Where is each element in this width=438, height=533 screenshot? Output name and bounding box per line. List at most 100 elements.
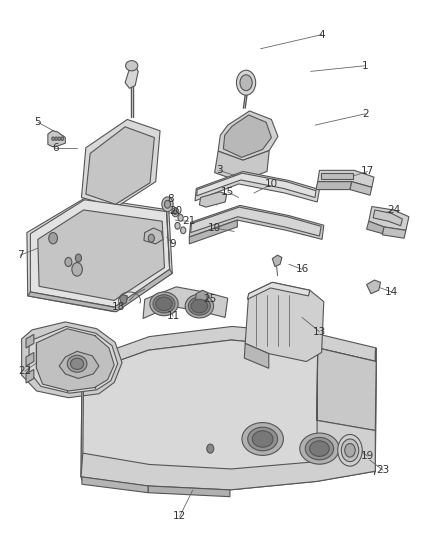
Polygon shape [28, 269, 172, 312]
Polygon shape [59, 351, 99, 378]
Polygon shape [247, 282, 310, 300]
Circle shape [65, 257, 72, 266]
Polygon shape [316, 182, 352, 190]
Polygon shape [81, 119, 160, 207]
Polygon shape [244, 343, 269, 368]
Circle shape [180, 227, 186, 233]
Text: 1: 1 [362, 61, 369, 71]
Circle shape [172, 208, 179, 217]
Text: 10: 10 [265, 180, 278, 190]
Text: 17: 17 [361, 166, 374, 176]
Polygon shape [143, 287, 228, 319]
Polygon shape [195, 172, 319, 202]
Polygon shape [38, 210, 164, 301]
Ellipse shape [150, 292, 178, 316]
Polygon shape [81, 348, 375, 490]
Circle shape [148, 235, 154, 242]
Polygon shape [317, 348, 376, 431]
Polygon shape [26, 369, 34, 383]
Ellipse shape [126, 61, 138, 71]
Polygon shape [26, 334, 34, 348]
Text: 18: 18 [112, 302, 125, 312]
Polygon shape [189, 205, 324, 239]
Polygon shape [48, 131, 65, 147]
Ellipse shape [185, 294, 214, 318]
Circle shape [164, 200, 170, 208]
Text: 15: 15 [221, 187, 234, 197]
Circle shape [178, 214, 183, 221]
Text: 10: 10 [208, 223, 221, 233]
Polygon shape [195, 290, 208, 303]
Polygon shape [36, 329, 114, 391]
Text: 14: 14 [385, 287, 398, 297]
Polygon shape [318, 171, 374, 187]
Polygon shape [27, 198, 172, 312]
Polygon shape [30, 200, 170, 307]
Polygon shape [382, 227, 406, 238]
Circle shape [75, 254, 81, 262]
Ellipse shape [71, 358, 84, 369]
Circle shape [72, 263, 82, 276]
Polygon shape [86, 127, 154, 204]
Polygon shape [81, 340, 376, 490]
Circle shape [240, 75, 252, 91]
Circle shape [341, 439, 359, 462]
Polygon shape [350, 182, 372, 195]
Polygon shape [26, 352, 34, 366]
Text: 2: 2 [362, 109, 369, 119]
Polygon shape [218, 111, 278, 160]
Polygon shape [215, 150, 269, 182]
Polygon shape [148, 486, 230, 497]
Circle shape [58, 137, 60, 140]
Text: 3: 3 [215, 165, 223, 175]
Polygon shape [144, 228, 163, 244]
Ellipse shape [242, 423, 283, 455]
Circle shape [162, 197, 173, 212]
Text: 21: 21 [182, 216, 195, 226]
Polygon shape [197, 173, 316, 198]
Polygon shape [82, 326, 376, 374]
Circle shape [237, 70, 256, 95]
Polygon shape [191, 207, 321, 236]
Ellipse shape [300, 433, 339, 464]
Text: 5: 5 [35, 117, 41, 127]
Text: 23: 23 [376, 465, 389, 475]
Ellipse shape [67, 356, 87, 372]
Polygon shape [245, 282, 324, 361]
Text: 12: 12 [173, 512, 186, 521]
Text: 24: 24 [387, 205, 400, 215]
Text: 11: 11 [166, 311, 180, 321]
Text: 19: 19 [361, 451, 374, 461]
Ellipse shape [191, 300, 208, 313]
Polygon shape [367, 280, 381, 294]
Circle shape [61, 137, 64, 140]
Circle shape [338, 434, 362, 466]
Text: 16: 16 [295, 264, 309, 274]
Ellipse shape [188, 297, 210, 315]
Polygon shape [272, 255, 282, 266]
Circle shape [52, 137, 54, 140]
Circle shape [345, 443, 355, 457]
Polygon shape [321, 173, 353, 180]
Polygon shape [189, 220, 237, 244]
Text: 7: 7 [17, 250, 24, 260]
Polygon shape [125, 66, 138, 88]
Circle shape [207, 444, 214, 453]
Ellipse shape [248, 427, 278, 451]
Text: 6: 6 [52, 143, 59, 153]
Text: 4: 4 [318, 30, 325, 39]
Polygon shape [373, 210, 403, 226]
Polygon shape [81, 360, 84, 480]
Polygon shape [223, 115, 272, 157]
Text: 13: 13 [313, 327, 326, 336]
Ellipse shape [310, 441, 329, 456]
Circle shape [175, 222, 180, 229]
Polygon shape [374, 348, 376, 474]
Polygon shape [367, 221, 384, 233]
Polygon shape [21, 322, 122, 398]
Ellipse shape [153, 295, 175, 313]
Text: 20: 20 [169, 206, 182, 216]
Text: 22: 22 [18, 366, 32, 376]
Circle shape [173, 210, 177, 214]
Polygon shape [82, 477, 148, 492]
